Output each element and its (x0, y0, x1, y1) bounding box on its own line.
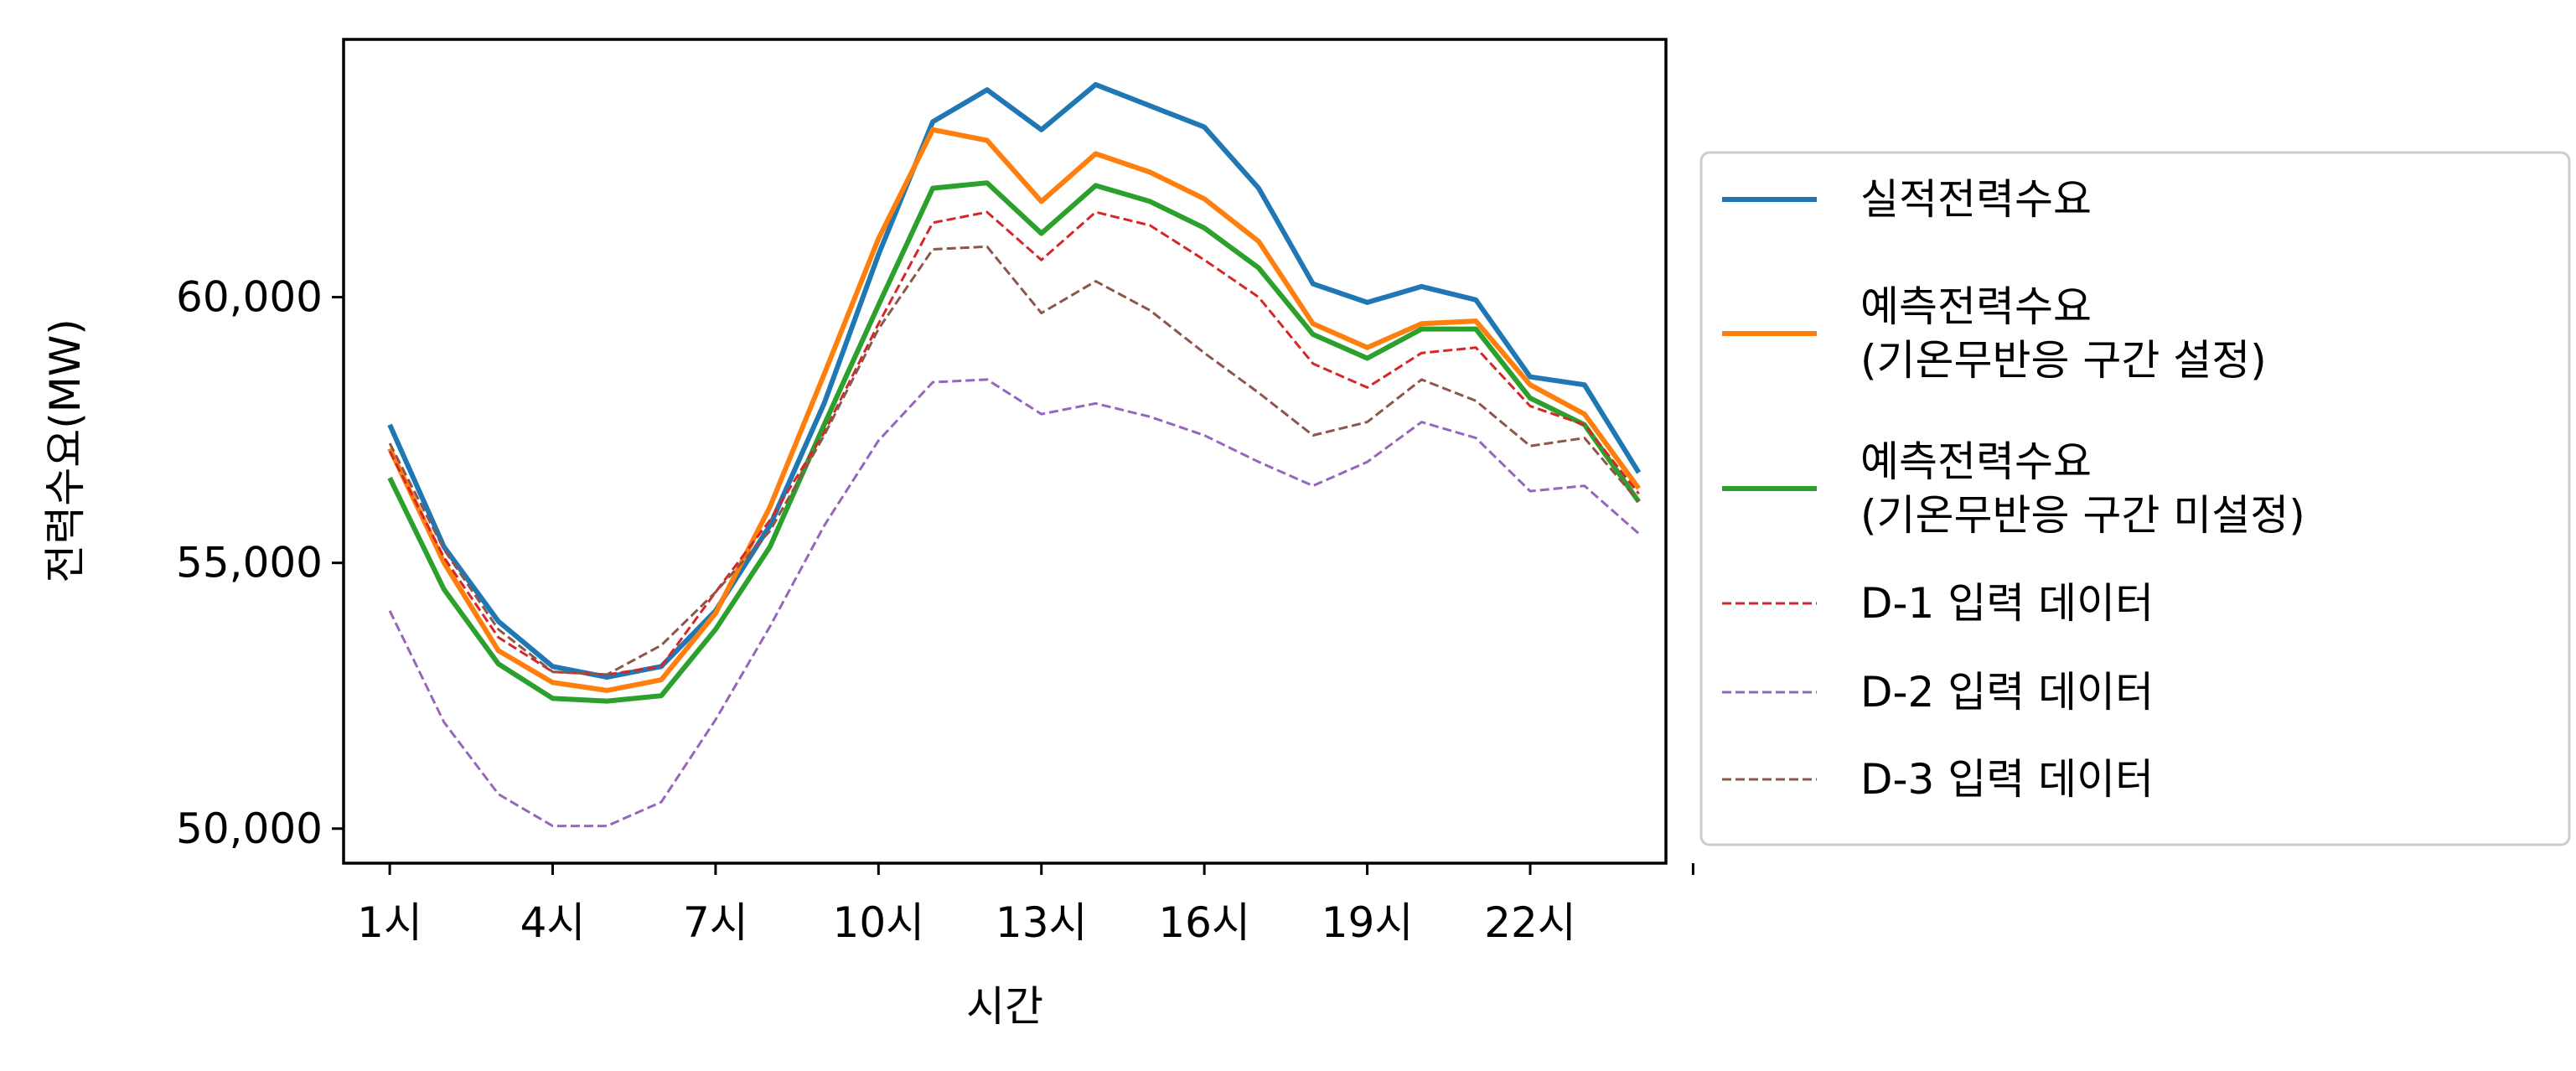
legend-label-4: D-1 입력 데이터 (1860, 579, 2154, 628)
x-axis: 1시 4시 7시 10시 13시 16시 19시 22시 (357, 863, 1694, 947)
y-axis-label: 전력수요(MW) (41, 318, 90, 583)
x-tick-label: 1시 (357, 898, 422, 947)
y-tick-label: 50,000 (176, 805, 323, 853)
legend-frame (1699, 151, 2571, 846)
legend-label-1: 실적전력수요 (1860, 175, 2092, 224)
x-tick-label: 13시 (996, 898, 1088, 947)
series-line-3 (387, 180, 1642, 704)
y-tick-label: 55,000 (176, 539, 323, 587)
y-tick-label: 60,000 (176, 273, 323, 322)
series-line-6 (388, 245, 1640, 676)
x-tick-label: 19시 (1322, 898, 1414, 947)
legend-label-5: D-2 입력 데이터 (1860, 668, 2154, 717)
x-tick-label: 10시 (833, 898, 925, 947)
x-tick-label: 22시 (1484, 898, 1576, 947)
legend-label-6: D-3 입력 데이터 (1860, 755, 2154, 804)
legend-label-3: 예측전력수요 (기온무반응 구간 미설정) (1860, 437, 2305, 540)
series-line-5 (388, 378, 1640, 828)
y-axis: 50,000 55,000 60,000 (176, 273, 344, 853)
legend-label-2: 예측전력수요 (기온무반응 구간 설정) (1860, 282, 2267, 385)
series-line-2 (387, 127, 1642, 693)
plot-area-frame (342, 38, 1668, 865)
x-tick-label: 7시 (683, 898, 748, 947)
series-line-1 (387, 81, 1642, 680)
x-tick-label: 16시 (1158, 898, 1250, 947)
x-axis-label: 시간 (966, 982, 1043, 1031)
plot-lines (387, 81, 1642, 828)
x-tick-label: 4시 (520, 898, 586, 947)
